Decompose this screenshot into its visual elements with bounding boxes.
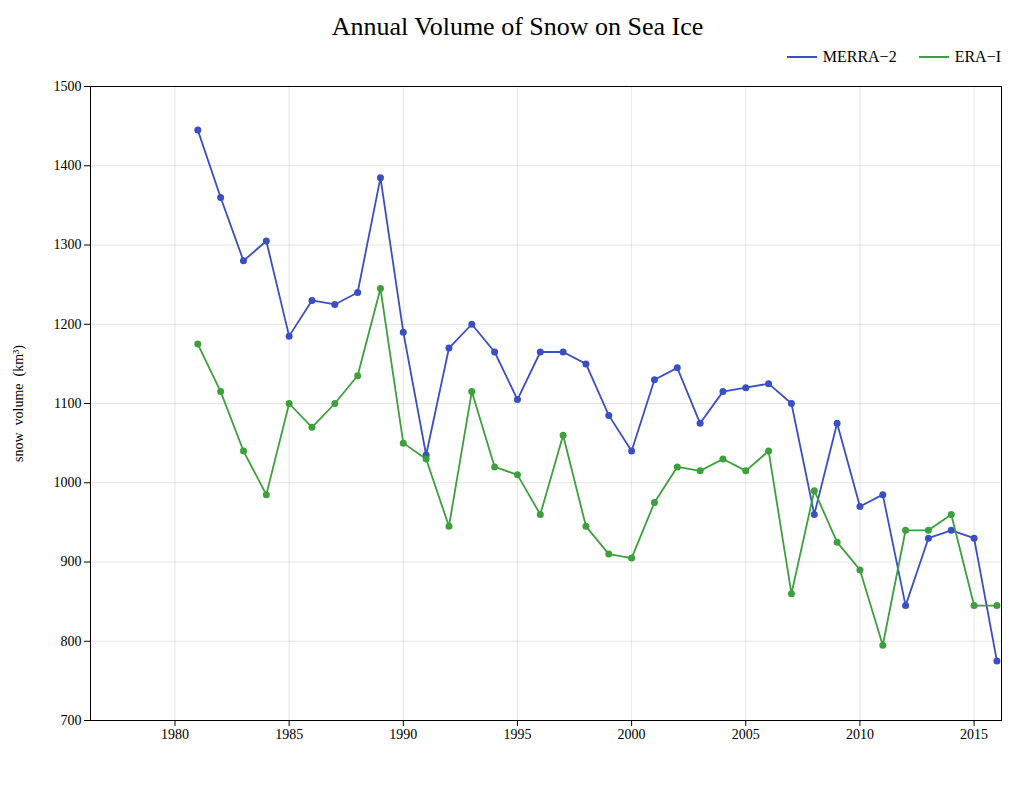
- svg-text:700: 700: [61, 713, 82, 728]
- svg-text:1000: 1000: [54, 475, 82, 490]
- svg-text:1995: 1995: [503, 727, 531, 742]
- svg-text:1980: 1980: [161, 727, 189, 742]
- svg-text:1985: 1985: [275, 727, 303, 742]
- svg-text:2015: 2015: [960, 727, 988, 742]
- svg-text:800: 800: [61, 634, 82, 649]
- html-text:ERA−I: ERA−I: [954, 48, 1001, 65]
- svg-text:1990: 1990: [389, 727, 417, 742]
- svg-text:1300: 1300: [54, 237, 82, 252]
- svg-text:1200: 1200: [54, 317, 82, 332]
- html-text:MERRA−2: MERRA−2: [822, 48, 897, 65]
- svg-text:2010: 2010: [846, 727, 874, 742]
- svg-text:1100: 1100: [54, 396, 81, 411]
- svg-text:1500: 1500: [54, 79, 82, 94]
- svg-text:2005: 2005: [732, 727, 760, 742]
- svg-text:1400: 1400: [54, 158, 82, 173]
- svg-text:snow volume (km³): snow volume (km³): [11, 345, 27, 462]
- svg-text:2000: 2000: [618, 727, 646, 742]
- html-text:Annual Volume of Snow on Sea I: Annual Volume of Snow on Sea Ice: [331, 12, 704, 41]
- svg-text:900: 900: [61, 554, 82, 569]
